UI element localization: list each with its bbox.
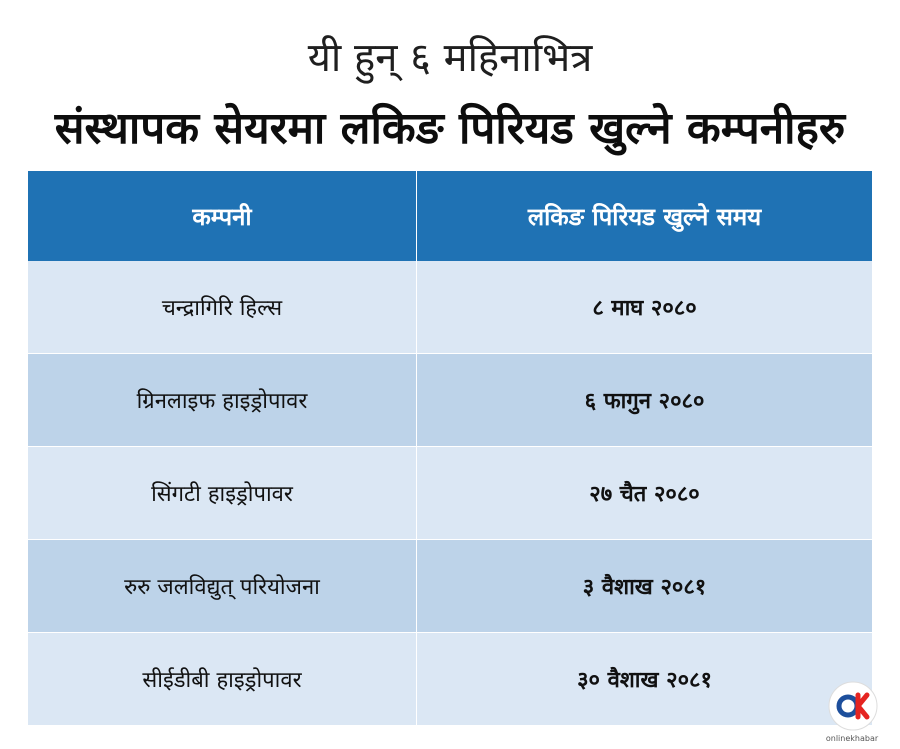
company-cell: ग्रिनलाइफ हाइड्रोपावर xyxy=(28,354,417,446)
locking-period-table: कम्पनी लकिङ पिरियड खुल्ने समय चन्द्रागिर… xyxy=(28,171,872,725)
date-cell: ६ फागुन २०८० xyxy=(584,389,705,414)
table-header: कम्पनी लकिङ पिरियड खुल्ने समय xyxy=(28,171,872,261)
table-row: रुरु जलविद्युत् परियोजना ३ वैशाख २०८१ xyxy=(28,539,872,632)
table-row: ग्रिनलाइफ हाइड्रोपावर ६ फागुन २०८० xyxy=(28,353,872,446)
company-cell: चन्द्रागिरि हिल्स xyxy=(28,261,417,353)
company-cell: सीईडीबी हाइड्रोपावर xyxy=(28,633,417,725)
table-row: सीईडीबी हाइड्रोपावर ३० वैशाख २०८१ xyxy=(28,632,872,725)
date-cell: ८ माघ २०८० xyxy=(592,296,697,321)
date-cell: २७ चैत २०८० xyxy=(589,482,700,507)
date-cell: ३ वैशाख २०८१ xyxy=(582,575,707,600)
column-header-company: कम्पनी xyxy=(28,171,417,261)
company-cell: सिंगटी हाइड्रोपावर xyxy=(28,447,417,539)
company-cell: रुरु जलविद्युत् परियोजना xyxy=(28,540,417,632)
table-row: सिंगटी हाइड्रोपावर २७ चैत २०८० xyxy=(28,446,872,539)
date-cell: ३० वैशाख २०८१ xyxy=(577,668,712,693)
table-row: चन्द्रागिरि हिल्स ८ माघ २०८० xyxy=(28,261,872,353)
column-header-unlock-date: लकिङ पिरियड खुल्ने समय xyxy=(527,202,762,231)
onlinekhabar-logo xyxy=(828,681,878,731)
page-subtitle: यी हुन् ६ महिनाभित्र xyxy=(307,35,593,81)
logo-wordmark: onlinekhabar xyxy=(825,734,879,743)
page-title: संस्थापक सेयरमा लकिङ पिरियड खुल्ने कम्पन… xyxy=(54,103,846,154)
